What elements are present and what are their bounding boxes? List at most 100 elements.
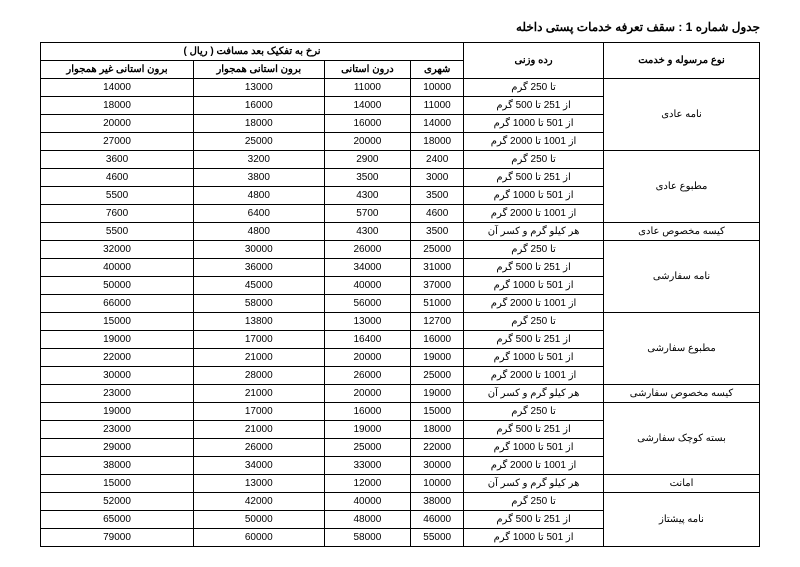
weight-cell: از 251 تا 500 گرم xyxy=(464,259,604,277)
rate-cell: 18000 xyxy=(411,133,464,151)
rate-cell: 3600 xyxy=(41,151,194,169)
rate-cell: 50000 xyxy=(41,277,194,295)
service-cell: کیسه مخصوص عادی xyxy=(604,223,760,241)
rate-cell: 17000 xyxy=(194,331,324,349)
rate-cell: 22000 xyxy=(411,439,464,457)
weight-cell: از 1001 تا 2000 گرم xyxy=(464,295,604,313)
rate-cell: 18000 xyxy=(194,115,324,133)
weight-cell: تا 250 گرم xyxy=(464,151,604,169)
rate-cell: 10000 xyxy=(411,79,464,97)
weight-cell: از 251 تا 500 گرم xyxy=(464,511,604,529)
header-col-nonadj: برون استانی غیر همجوار xyxy=(41,61,194,79)
weight-cell: از 251 تا 500 گرم xyxy=(464,331,604,349)
rate-cell: 20000 xyxy=(41,115,194,133)
weight-cell: تا 250 گرم xyxy=(464,403,604,421)
rate-cell: 18000 xyxy=(411,421,464,439)
rate-cell: 27000 xyxy=(41,133,194,151)
table-row: مطبوع عادیتا 250 گرم2400290032003600 xyxy=(41,151,760,169)
rate-cell: 40000 xyxy=(41,259,194,277)
weight-cell: تا 250 گرم xyxy=(464,241,604,259)
rate-cell: 21000 xyxy=(194,421,324,439)
rate-cell: 2900 xyxy=(324,151,411,169)
rate-cell: 19000 xyxy=(411,385,464,403)
rate-cell: 30000 xyxy=(411,457,464,475)
rate-cell: 42000 xyxy=(194,493,324,511)
weight-cell: تا 250 گرم xyxy=(464,313,604,331)
rate-cell: 3500 xyxy=(411,187,464,205)
header-col-inprov: درون استانی xyxy=(324,61,411,79)
rate-cell: 20000 xyxy=(324,349,411,367)
table-row: نامه عادیتا 250 گرم10000110001300014000 xyxy=(41,79,760,97)
rate-cell: 12000 xyxy=(324,475,411,493)
rate-cell: 13800 xyxy=(194,313,324,331)
rate-cell: 20000 xyxy=(324,133,411,151)
rate-cell: 4800 xyxy=(194,187,324,205)
rate-cell: 13000 xyxy=(324,313,411,331)
rate-cell: 23000 xyxy=(41,385,194,403)
rate-cell: 14000 xyxy=(411,115,464,133)
rate-cell: 4300 xyxy=(324,223,411,241)
rate-cell: 58000 xyxy=(324,529,411,547)
weight-cell: هر کیلو گرم و کسر آن xyxy=(464,385,604,403)
rate-cell: 2400 xyxy=(411,151,464,169)
rate-cell: 19000 xyxy=(41,331,194,349)
rate-cell: 5500 xyxy=(41,187,194,205)
rate-cell: 14000 xyxy=(324,97,411,115)
weight-cell: از 501 تا 1000 گرم xyxy=(464,439,604,457)
rate-cell: 30000 xyxy=(194,241,324,259)
rate-cell: 13000 xyxy=(194,79,324,97)
postal-rates-table: نوع مرسوله و خدمت رده وزنی نرخ به تفکیک … xyxy=(40,42,760,547)
rate-cell: 37000 xyxy=(411,277,464,295)
weight-cell: از 1001 تا 2000 گرم xyxy=(464,133,604,151)
rate-cell: 34000 xyxy=(324,259,411,277)
rate-cell: 16000 xyxy=(324,115,411,133)
rate-cell: 55000 xyxy=(411,529,464,547)
weight-cell: از 501 تا 1000 گرم xyxy=(464,115,604,133)
rate-cell: 26000 xyxy=(194,439,324,457)
rate-cell: 29000 xyxy=(41,439,194,457)
table-row: کیسه مخصوص عادیهر کیلو گرم و کسر آن35004… xyxy=(41,223,760,241)
rate-cell: 22000 xyxy=(41,349,194,367)
table-row: کیسه مخصوص سفارشیهر کیلو گرم و کسر آن190… xyxy=(41,385,760,403)
rate-cell: 19000 xyxy=(41,403,194,421)
weight-cell: از 251 تا 500 گرم xyxy=(464,421,604,439)
service-cell: نامه سفارشی xyxy=(604,241,760,313)
rate-cell: 5500 xyxy=(41,223,194,241)
service-cell: کیسه مخصوص سفارشی xyxy=(604,385,760,403)
rate-cell: 65000 xyxy=(41,511,194,529)
table-row: نامه سفارشیتا 250 گرم2500026000300003200… xyxy=(41,241,760,259)
rate-cell: 18000 xyxy=(41,97,194,115)
header-rate-group: نرخ به تفکیک بعد مسافت ( ریال ) xyxy=(41,43,464,61)
rate-cell: 66000 xyxy=(41,295,194,313)
rate-cell: 50000 xyxy=(194,511,324,529)
rate-cell: 58000 xyxy=(194,295,324,313)
header-col-adj: برون استانی همجوار xyxy=(194,61,324,79)
rate-cell: 4600 xyxy=(41,169,194,187)
rate-cell: 3000 xyxy=(411,169,464,187)
weight-cell: هر کیلو گرم و کسر آن xyxy=(464,475,604,493)
table-row: مطبوع سفارشیتا 250 گرم127001300013800150… xyxy=(41,313,760,331)
service-cell: مطبوع سفارشی xyxy=(604,313,760,385)
service-cell: نامه پیشتاز xyxy=(604,493,760,547)
rate-cell: 32000 xyxy=(41,241,194,259)
rate-cell: 11000 xyxy=(411,97,464,115)
rate-cell: 36000 xyxy=(194,259,324,277)
weight-cell: از 501 تا 1000 گرم xyxy=(464,187,604,205)
rate-cell: 4300 xyxy=(324,187,411,205)
weight-cell: از 501 تا 1000 گرم xyxy=(464,529,604,547)
rate-cell: 14000 xyxy=(41,79,194,97)
rate-cell: 33000 xyxy=(324,457,411,475)
rate-cell: 15000 xyxy=(41,475,194,493)
rate-cell: 52000 xyxy=(41,493,194,511)
rate-cell: 26000 xyxy=(324,241,411,259)
weight-cell: تا 250 گرم xyxy=(464,79,604,97)
rate-cell: 16000 xyxy=(194,97,324,115)
header-col-city: شهری xyxy=(411,61,464,79)
rate-cell: 31000 xyxy=(411,259,464,277)
weight-cell: از 1001 تا 2000 گرم xyxy=(464,367,604,385)
rate-cell: 25000 xyxy=(411,367,464,385)
rate-cell: 40000 xyxy=(324,493,411,511)
rate-cell: 4800 xyxy=(194,223,324,241)
rate-cell: 17000 xyxy=(194,403,324,421)
rate-cell: 7600 xyxy=(41,205,194,223)
